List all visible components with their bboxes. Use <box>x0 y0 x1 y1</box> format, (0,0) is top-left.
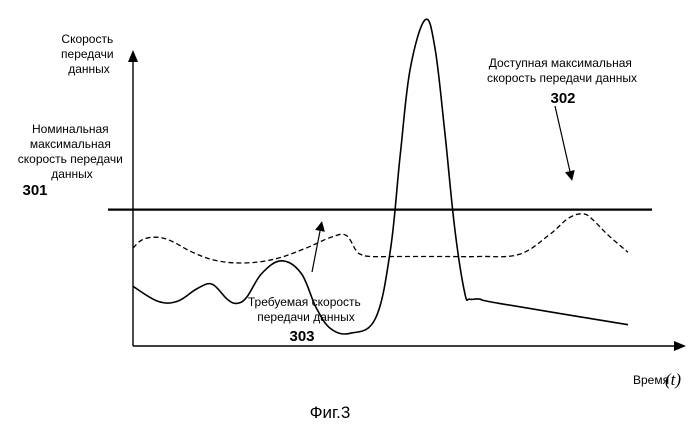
x-axis-symbol: (t) <box>665 370 681 389</box>
required-ref-number: 303 <box>289 328 314 345</box>
figure-caption: Фиг.3 <box>310 403 351 422</box>
y-axis-label-line: передачи <box>61 47 114 61</box>
y-axis-label: Скорость передачи данных <box>61 32 117 76</box>
available-label-line: Доступная максимальная <box>489 56 632 70</box>
available-rate-curve <box>133 214 628 263</box>
y-axis-arrow-icon <box>128 50 138 62</box>
nominal-label-line: максимальная <box>30 137 111 151</box>
required-label-line: Требуемая скорость <box>248 295 361 309</box>
y-axis-label-line: Скорость <box>61 32 113 46</box>
required-label-line: передачи данных <box>257 310 355 324</box>
available-ref-number: 302 <box>550 90 575 107</box>
required-label: Требуемая скорость передачи данных <box>248 295 364 324</box>
nominal-ref-number: 301 <box>22 182 47 199</box>
y-axis-label-line: данных <box>68 62 110 76</box>
x-axis-label: Время <box>633 373 669 387</box>
nominal-label-line: скорость передачи <box>18 152 123 166</box>
available-label: Доступная максимальная скорость передачи… <box>487 56 637 85</box>
nominal-label-line: Номинальная <box>32 122 109 136</box>
nominal-label: Номинальная максимальная скорость переда… <box>18 122 126 181</box>
available-leader-line <box>555 106 571 176</box>
available-label-line: скорость передачи данных <box>487 71 637 85</box>
nominal-label-line: данных <box>51 167 93 181</box>
required-leader-line <box>312 226 321 272</box>
x-axis-arrow-icon <box>674 341 686 351</box>
